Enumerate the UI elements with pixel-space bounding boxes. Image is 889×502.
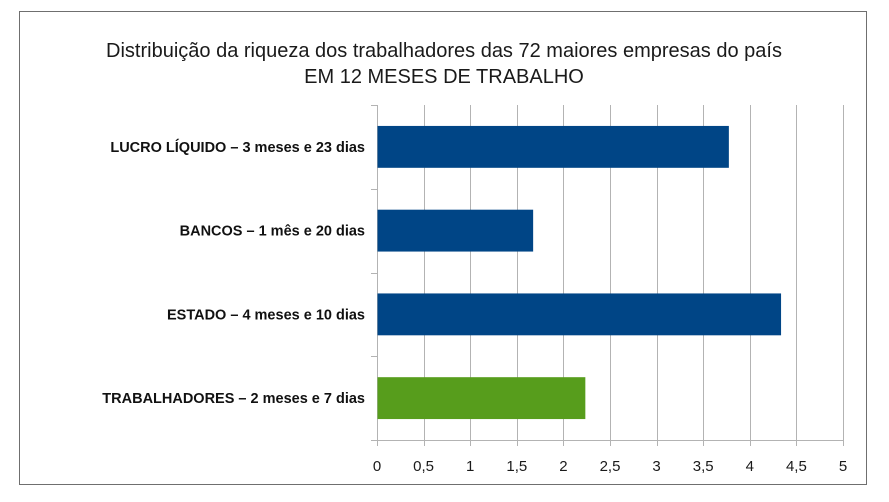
x-tick-label-5: 2,5 (600, 458, 621, 475)
category-labels: LUCRO LÍQUIDO – 3 meses e 23 dias BANCOS … (102, 139, 365, 407)
category-label-1: BANCOS – 1 mês e 20 dias (180, 224, 365, 240)
x-tick-label-0: 0 (373, 458, 381, 475)
bar-1 (377, 209, 534, 252)
bar-2 (377, 293, 782, 336)
x-tick-label-1: 0,5 (413, 458, 434, 475)
x-tick-label-7: 3,5 (693, 458, 714, 475)
x-tick-label-8: 4 (746, 458, 754, 475)
bars (377, 125, 782, 420)
x-tick-label-4: 2 (559, 458, 567, 475)
category-label-3: TRABALHADORES – 2 meses e 7 dias (102, 391, 365, 407)
chart-title-line-1: Distribuição da riqueza dos trabalhadore… (106, 40, 782, 62)
x-tick-label-3: 1,5 (506, 458, 527, 475)
x-tick-label-6: 3 (652, 458, 660, 475)
bar-0 (377, 125, 729, 168)
chart-title-line-2: EM 12 MESES DE TRABALHO (304, 66, 584, 88)
x-tick-labels: 0 0,5 1 1,5 2 2,5 3 3,5 4 4,5 5 (373, 458, 847, 475)
bar-3 (377, 377, 586, 420)
x-tick-label-2: 1 (466, 458, 474, 475)
category-label-2: ESTADO – 4 meses e 10 dias (167, 307, 365, 323)
x-tick-label-10: 5 (839, 458, 847, 475)
category-label-0: LUCRO LÍQUIDO – 3 meses e 23 dias (110, 139, 365, 156)
x-tick-label-9: 4,5 (786, 458, 807, 475)
